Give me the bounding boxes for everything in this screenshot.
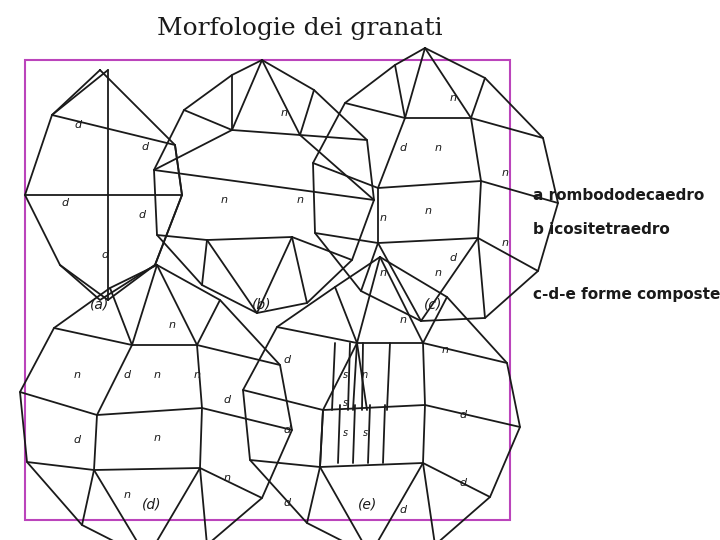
Text: d: d: [400, 143, 407, 153]
Text: d: d: [102, 250, 109, 260]
Text: n: n: [153, 370, 161, 380]
Bar: [25, 60, 510, 520]
Text: n: n: [220, 195, 228, 205]
Text: (e): (e): [359, 498, 377, 512]
Text: d: d: [459, 410, 467, 420]
Text: Morfologie dei granati: Morfologie dei granati: [157, 17, 443, 39]
Text: d: d: [284, 498, 291, 508]
Text: a rombododecaedro: a rombododecaedro: [533, 187, 704, 202]
Text: d: d: [138, 210, 145, 220]
Text: s: s: [343, 370, 348, 380]
Text: d: d: [400, 505, 407, 515]
Text: d: d: [459, 478, 467, 488]
Text: n: n: [434, 143, 441, 153]
Text: d: d: [73, 435, 81, 445]
Text: n: n: [297, 195, 304, 205]
Text: n: n: [73, 370, 81, 380]
Text: n: n: [379, 213, 387, 223]
Text: n: n: [434, 268, 441, 278]
Text: d: d: [61, 198, 68, 208]
Text: n: n: [124, 490, 130, 500]
Text: (d): (d): [143, 498, 162, 512]
Text: n: n: [362, 370, 368, 380]
Text: n: n: [223, 473, 230, 483]
Text: d: d: [123, 370, 130, 380]
Text: (a): (a): [91, 298, 109, 312]
Text: d: d: [284, 355, 291, 365]
Text: d: d: [284, 425, 291, 435]
Text: n: n: [502, 238, 508, 248]
Text: c-d-e forme composte: c-d-e forme composte: [533, 287, 720, 302]
Text: d: d: [223, 395, 230, 405]
Text: n: n: [379, 268, 387, 278]
Text: n: n: [441, 345, 449, 355]
Text: d: d: [74, 120, 81, 130]
Text: s: s: [343, 398, 348, 408]
Text: n: n: [281, 108, 287, 118]
Text: n: n: [194, 370, 200, 380]
Text: n: n: [502, 168, 508, 178]
Text: n: n: [425, 206, 431, 216]
Text: n: n: [449, 93, 456, 103]
Text: s: s: [343, 428, 348, 438]
Text: d: d: [449, 253, 456, 263]
Text: (b): (b): [252, 298, 271, 312]
Text: (c): (c): [424, 298, 442, 312]
Text: b icositetraedro: b icositetraedro: [533, 222, 670, 238]
Text: n: n: [168, 320, 176, 330]
Text: n: n: [153, 433, 161, 443]
Text: n: n: [400, 315, 407, 325]
Text: d: d: [141, 142, 148, 152]
Text: s: s: [362, 428, 368, 438]
